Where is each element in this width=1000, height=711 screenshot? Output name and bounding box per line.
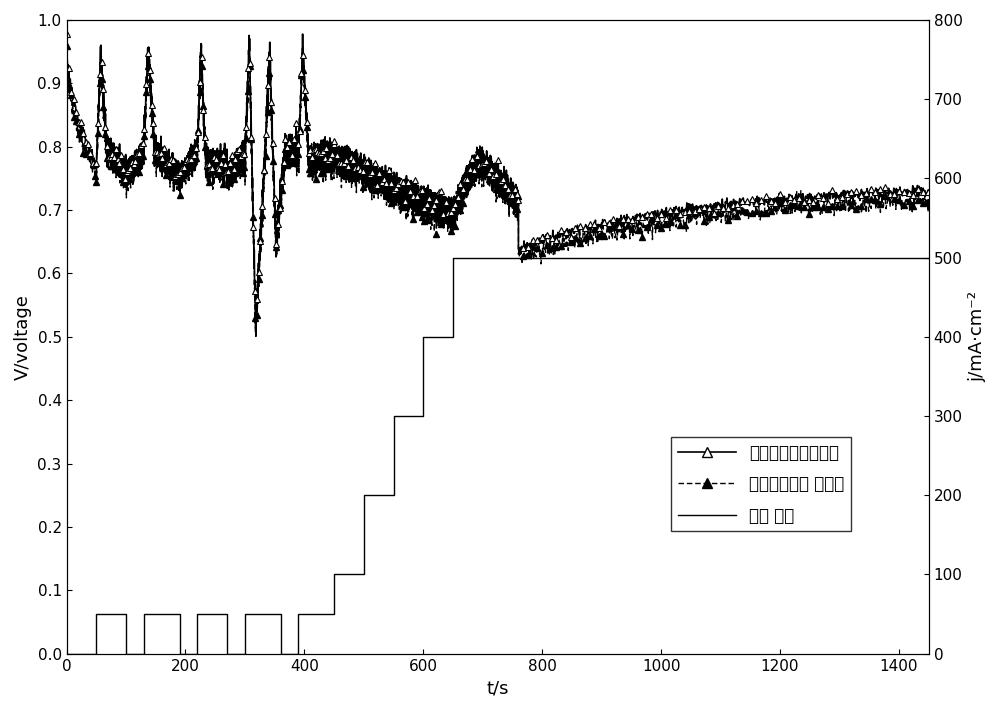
Y-axis label: j/mA·cm⁻²: j/mA·cm⁻² [968,292,986,383]
X-axis label: t/s: t/s [486,679,509,697]
Legend: 电堆内单池平均电压, 电堆内单池最 低电压, 电流 密度: 电堆内单池平均电压, 电堆内单池最 低电压, 电流 密度 [671,437,851,531]
Y-axis label: V/voltage: V/voltage [14,294,32,380]
